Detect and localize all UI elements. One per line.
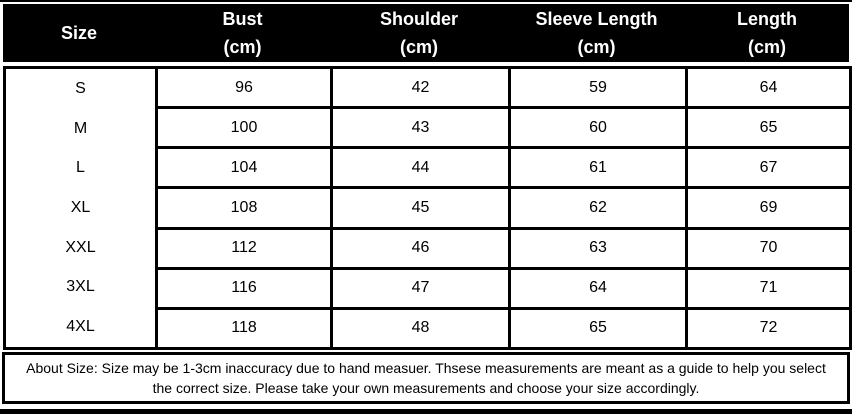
table-row: 116 47 64 71 bbox=[5, 266, 852, 310]
cell-xxl-bust: 112 bbox=[155, 226, 333, 270]
table-row: 100 43 60 65 bbox=[5, 106, 852, 150]
size-label-xl: XL bbox=[70, 199, 91, 217]
cell-4xl-sleeve: 65 bbox=[508, 306, 688, 351]
cell-3xl-shoulder: 47 bbox=[330, 266, 511, 310]
bottom-border-line bbox=[0, 409, 852, 414]
size-label-l: L bbox=[76, 159, 85, 177]
table-row: S M L XL XXL 3XL 4XL 96 42 59 64 bbox=[3, 65, 852, 350]
header-size-label: Size bbox=[60, 22, 98, 43]
header-sleeve-length-unit: (cm) bbox=[577, 36, 616, 57]
cell-xxl-sleeve: 63 bbox=[508, 226, 688, 270]
header-sleeve-length-label: Sleeve Length bbox=[535, 8, 658, 29]
cell-3xl-length: 71 bbox=[685, 266, 852, 310]
cell-m-shoulder: 43 bbox=[330, 106, 511, 150]
table-row: 104 44 61 67 bbox=[5, 146, 852, 190]
header-sleeve-length: Sleeve Length (cm) bbox=[508, 4, 685, 62]
cell-m-bust: 100 bbox=[155, 106, 333, 150]
cell-xl-shoulder: 45 bbox=[330, 186, 511, 230]
size-label-xxl: XXL bbox=[65, 238, 96, 256]
table-header-row: Size Bust (cm) Shoulder (cm) Sleeve Leng… bbox=[3, 4, 849, 62]
header-shoulder-unit: (cm) bbox=[399, 36, 438, 57]
size-column: S M L XL XXL 3XL 4XL bbox=[3, 66, 158, 350]
header-size: Size bbox=[3, 4, 155, 62]
cell-s-bust: 96 bbox=[155, 65, 333, 110]
about-size-note: About Size: Size may be 1-3cm inaccuracy… bbox=[26, 360, 826, 396]
measurements-table: S M L XL XXL 3XL 4XL 96 42 59 64 100 43 … bbox=[3, 65, 852, 351]
cell-l-shoulder: 44 bbox=[330, 146, 511, 190]
cell-l-length: 67 bbox=[685, 146, 852, 190]
header-shoulder: Shoulder (cm) bbox=[330, 4, 508, 62]
cell-4xl-bust: 118 bbox=[155, 306, 333, 351]
cell-s-length: 64 bbox=[685, 65, 852, 110]
header-shoulder-label: Shoulder bbox=[379, 8, 458, 29]
header-length-unit: (cm) bbox=[747, 36, 786, 57]
cell-l-bust: 104 bbox=[155, 146, 333, 190]
cell-m-sleeve: 60 bbox=[508, 106, 688, 150]
cell-3xl-bust: 116 bbox=[155, 266, 333, 310]
table-row: 108 45 62 69 bbox=[5, 186, 852, 230]
cell-m-length: 65 bbox=[685, 106, 852, 150]
size-label-4xl: 4XL bbox=[66, 318, 95, 336]
size-label-s: S bbox=[75, 79, 86, 97]
cell-l-sleeve: 61 bbox=[508, 146, 688, 190]
cell-xxl-length: 70 bbox=[685, 226, 852, 270]
size-label-3xl: 3XL bbox=[66, 278, 95, 296]
cell-xl-sleeve: 62 bbox=[508, 186, 688, 230]
header-bust-label: Bust bbox=[222, 8, 263, 29]
cell-4xl-length: 72 bbox=[685, 306, 852, 351]
header-length: Length (cm) bbox=[685, 4, 849, 62]
header-bust-unit: (cm) bbox=[223, 36, 262, 57]
cell-xxl-shoulder: 46 bbox=[330, 226, 511, 270]
header-length-label: Length bbox=[737, 8, 797, 29]
size-label-stack: S M L XL XXL 3XL 4XL bbox=[6, 69, 155, 347]
cell-4xl-shoulder: 48 bbox=[330, 306, 511, 351]
cell-xl-length: 69 bbox=[685, 186, 852, 230]
table-row: 112 46 63 70 bbox=[5, 226, 852, 270]
table-row: 118 48 65 72 bbox=[5, 306, 852, 351]
footer-note-box: About Size: Size may be 1-3cm inaccuracy… bbox=[2, 352, 850, 404]
header-bust: Bust (cm) bbox=[155, 4, 330, 62]
size-label-m: M bbox=[73, 119, 88, 137]
cell-s-sleeve: 59 bbox=[508, 65, 688, 110]
cell-3xl-sleeve: 64 bbox=[508, 266, 688, 310]
top-border-line bbox=[0, 0, 852, 2]
cell-xl-bust: 108 bbox=[155, 186, 333, 230]
cell-s-shoulder: 42 bbox=[330, 65, 511, 110]
